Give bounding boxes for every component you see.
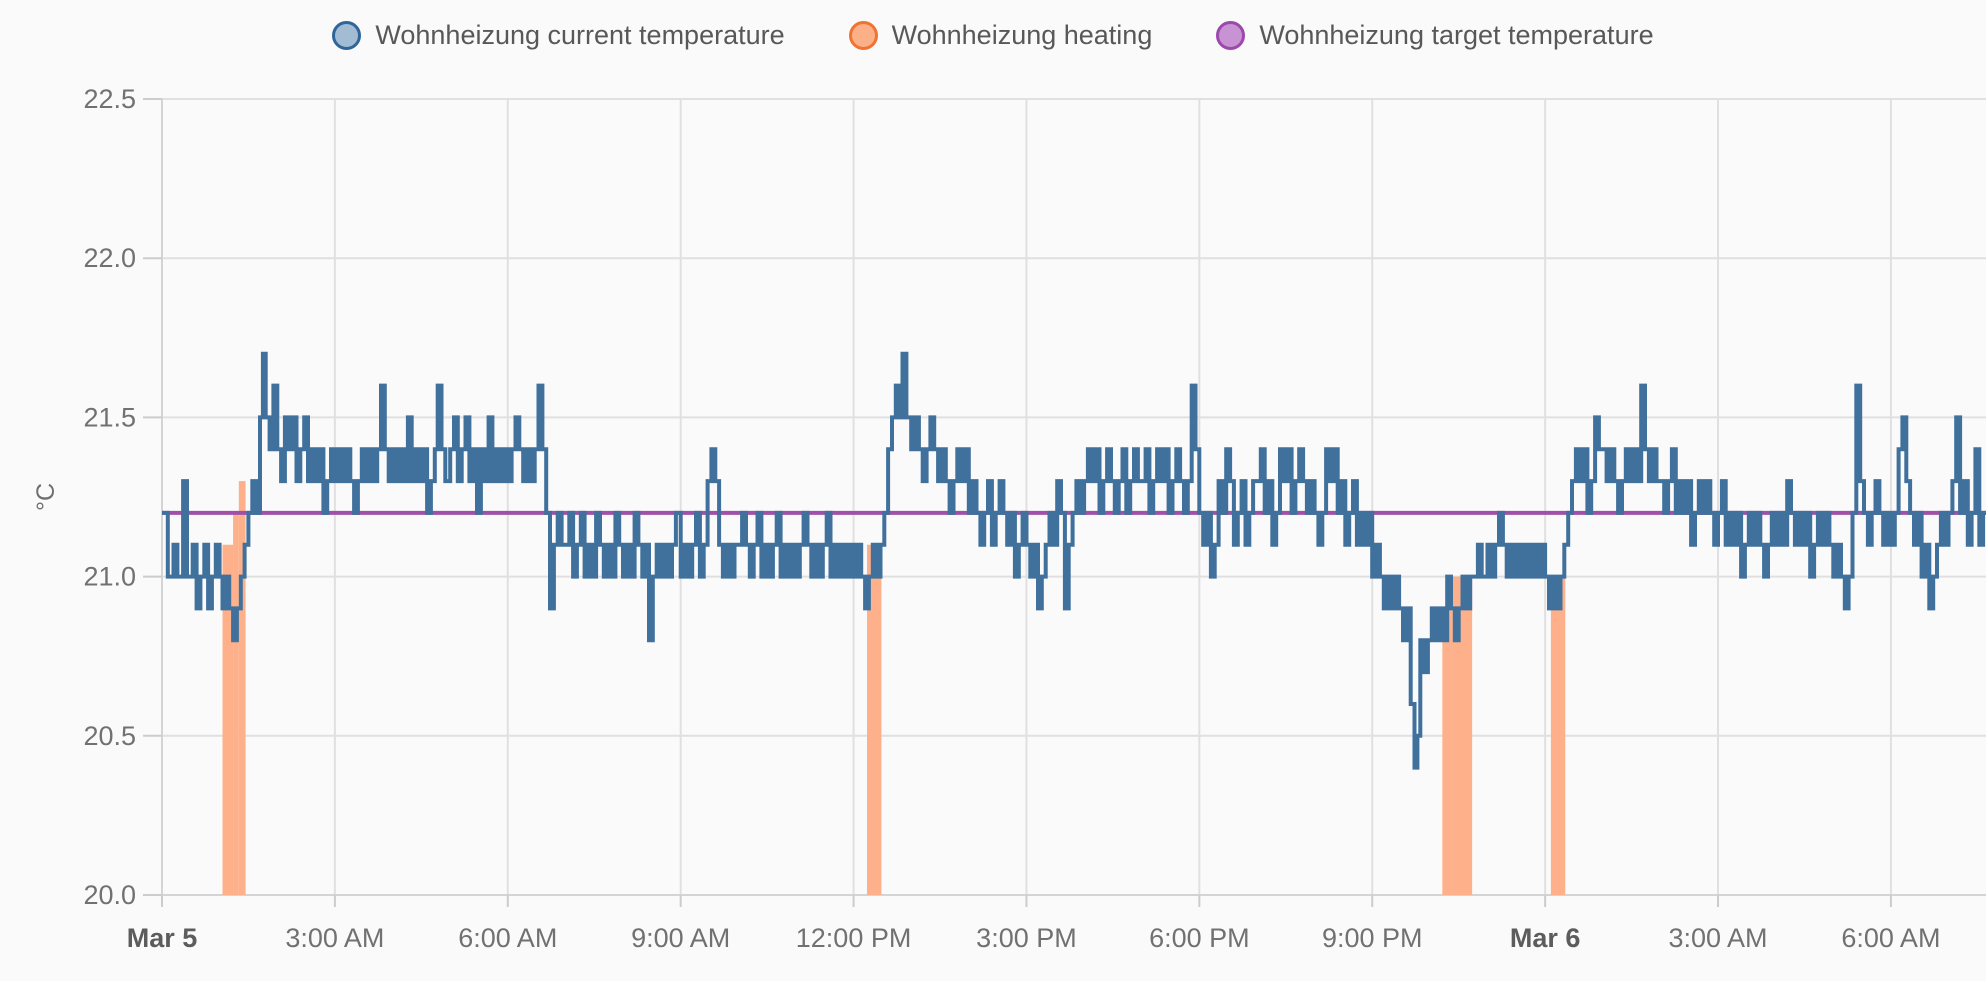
heating-bar (1452, 576, 1473, 895)
target-temperature-dot-icon (1216, 21, 1246, 50)
y-tick-label: 21.5 (83, 402, 136, 432)
heating-bar (1442, 608, 1453, 895)
legend-item-current-temperature[interactable]: Wohnheizung current temperature (332, 20, 785, 51)
current-temperature-line (162, 351, 1986, 770)
legend-item-heating[interactable]: Wohnheizung heating (848, 20, 1153, 51)
x-tick-time-label: 3:00 AM (1668, 923, 1767, 953)
y-axis: 20.0 20.5 21.0 21.5 22.0 22.5 °C (32, 84, 162, 910)
current-temperature-dot-icon (332, 21, 362, 50)
x-tick-time-label: 9:00 AM (631, 923, 730, 953)
heating-bar (867, 544, 882, 895)
x-tick-date-label: Mar 5 (127, 923, 198, 953)
x-tick-time-label: 6:00 AM (1841, 923, 1940, 953)
heating-bar (238, 481, 246, 895)
heating-dot-icon (848, 21, 878, 50)
legend-item-target-temperature[interactable]: Wohnheizung target temperature (1216, 20, 1654, 51)
legend-label-target-temperature: Wohnheizung target temperature (1259, 20, 1654, 50)
x-tick-date-label: Mar 6 (1510, 923, 1581, 953)
x-tick-time-label: 6:00 AM (458, 923, 557, 953)
y-tick-label: 21.0 (83, 562, 136, 592)
y-tick-label: 22.0 (83, 243, 136, 273)
heating-bar (222, 544, 234, 895)
y-tick-label: 22.5 (83, 84, 136, 114)
legend-label-heating: Wohnheizung heating (891, 20, 1153, 50)
y-tick-label: 20.5 (83, 721, 136, 751)
x-tick-time-label: 3:00 PM (976, 923, 1077, 953)
x-axis: Mar 5 3:00 AM 6:00 AM 9:00 AM 12:00 PM 3:00 P… (127, 895, 1940, 953)
x-tick-time-label: 12:00 PM (796, 923, 912, 953)
x-tick-time-label: 6:00 PM (1149, 923, 1250, 953)
legend-label-current-temperature: Wohnheizung current temperature (375, 20, 785, 50)
heating-bar (1550, 576, 1566, 895)
y-axis-unit-label: °C (32, 483, 60, 511)
y-tick-label: 20.0 (83, 880, 136, 910)
heating-area (222, 481, 1566, 895)
x-tick-time-label: 3:00 AM (285, 923, 384, 953)
x-tick-time-label: 9:00 PM (1322, 923, 1423, 953)
axes (161, 99, 1986, 907)
heating-bar (233, 512, 239, 895)
grid-lines (161, 98, 1986, 896)
chart-legend: Wohnheizung current temperature Wohnheiz… (0, 20, 1986, 51)
